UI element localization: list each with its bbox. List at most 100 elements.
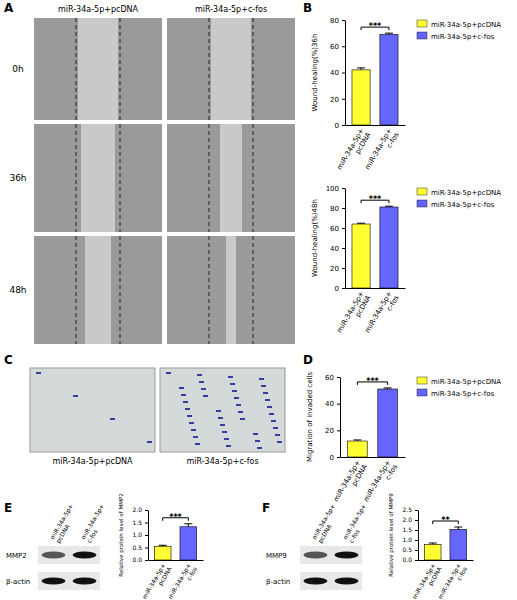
stained-cell xyxy=(269,413,274,415)
x-axis xyxy=(149,560,204,561)
tick-mark xyxy=(415,560,418,561)
legend-swatch xyxy=(417,389,427,396)
chart: 0.00.51.01.52.02.5miR-34a-5p+pcDNAmiR-34… xyxy=(388,493,474,600)
axis-line xyxy=(419,560,474,561)
blot-strip xyxy=(300,572,362,590)
stained-cell xyxy=(236,404,241,406)
wound-gap xyxy=(211,18,251,120)
wound-gap xyxy=(85,236,111,344)
stained-cell xyxy=(187,415,192,417)
stained-cell xyxy=(193,436,198,438)
tick-label: 60 xyxy=(330,225,339,233)
axis-line xyxy=(346,288,406,289)
tick-mark xyxy=(415,510,418,511)
legend-label: miR-34a-5p+pcDNA xyxy=(431,21,501,29)
blot-band xyxy=(304,578,328,585)
bar xyxy=(378,389,398,457)
y-tick: 0.0 xyxy=(132,556,148,563)
stained-cell xyxy=(201,388,206,390)
stained-cell xyxy=(226,445,231,447)
y-axis: 020406080 xyxy=(330,17,345,130)
plot-area xyxy=(154,524,196,560)
stained-cell xyxy=(220,424,225,426)
error-cap xyxy=(357,67,365,68)
stained-cell xyxy=(277,441,282,443)
wound-gap xyxy=(78,18,118,120)
tick-mark xyxy=(337,377,340,378)
tick-label: 20 xyxy=(330,95,339,103)
stained-cell xyxy=(181,394,186,396)
stained-cell xyxy=(216,410,221,412)
tick-mark xyxy=(337,457,340,458)
tick-mark xyxy=(342,99,345,100)
tick-mark xyxy=(342,20,345,21)
tick-label: 20 xyxy=(330,265,339,273)
stained-cell xyxy=(240,418,245,420)
y-axis: 0204060 xyxy=(325,374,340,462)
stained-cell xyxy=(257,447,262,449)
panel-label: E xyxy=(4,501,12,515)
stained-cell xyxy=(147,441,152,443)
legend-swatch xyxy=(417,188,427,195)
panel-label: B xyxy=(303,1,312,15)
tick-mark xyxy=(145,523,148,524)
stained-cell xyxy=(218,417,223,419)
axis-line xyxy=(340,378,341,458)
micrograph xyxy=(167,18,295,120)
error-bar xyxy=(385,206,393,208)
plot-area xyxy=(424,527,466,560)
axis-line xyxy=(345,189,346,289)
stained-cell xyxy=(73,395,78,397)
stained-cell xyxy=(232,390,237,392)
error-bar xyxy=(184,524,192,527)
bar xyxy=(352,224,370,288)
y-tick: 0 xyxy=(330,454,340,462)
tick-mark xyxy=(337,404,340,405)
axis-line xyxy=(149,560,204,561)
error-cap xyxy=(429,543,437,544)
bar xyxy=(154,546,171,560)
stained-cell xyxy=(267,406,272,408)
stained-cell xyxy=(189,422,194,424)
blot-band xyxy=(42,552,66,559)
tick-mark xyxy=(415,530,418,531)
chart: 0.00.51.01.52.0miR-34a-5p+pcDNAmiR-34a-5… xyxy=(118,493,204,600)
wound-edge xyxy=(120,18,121,120)
micrograph xyxy=(34,124,162,232)
tick-mark xyxy=(415,520,418,521)
wound-edge xyxy=(76,18,77,120)
blot-band xyxy=(42,578,66,585)
bar xyxy=(180,527,197,560)
tick-label: 80 xyxy=(330,17,339,25)
tick-label: 1.5 xyxy=(132,519,142,526)
chart: 020406080100miR-34a-5p+pcDNAmiR-34a-5p+c… xyxy=(311,185,501,338)
tick-label: 0 xyxy=(330,454,334,462)
stained-cell xyxy=(253,433,258,435)
wound-edge xyxy=(209,236,210,344)
legend-label: miR-34a-5p+pcDNA xyxy=(431,189,501,197)
y-tick: 40 xyxy=(330,245,345,253)
stained-cell xyxy=(110,418,115,420)
tick-label: 0.5 xyxy=(402,546,412,553)
y-tick: 2.0 xyxy=(132,506,148,513)
y-tick: 1.5 xyxy=(402,526,418,533)
image-caption: miR-34a-5p+c-fos xyxy=(186,457,258,466)
y-tick: 20 xyxy=(325,427,340,435)
blot-strip xyxy=(38,572,100,590)
y-tick: 20 xyxy=(330,265,345,273)
tick-mark xyxy=(337,430,340,431)
tick-label: 2.5 xyxy=(402,506,412,513)
lane-label: miR-34a-5p+c-fos xyxy=(79,503,111,544)
chart: 020406080miR-34a-5p+pcDNAmiR-34a-5p+c-fo… xyxy=(311,17,501,175)
significance-label: *** xyxy=(169,513,182,522)
tick-mark xyxy=(342,188,345,189)
panel-label: F xyxy=(262,501,270,515)
y-tick: 0.5 xyxy=(132,544,148,551)
tick-label: 1.5 xyxy=(402,526,412,533)
stained-cell xyxy=(185,408,190,410)
blot-band xyxy=(73,552,97,559)
y-tick: 80 xyxy=(330,17,345,25)
y-tick: 1.0 xyxy=(132,531,148,538)
panel-label: A xyxy=(4,1,14,15)
stained-cell xyxy=(265,399,270,401)
